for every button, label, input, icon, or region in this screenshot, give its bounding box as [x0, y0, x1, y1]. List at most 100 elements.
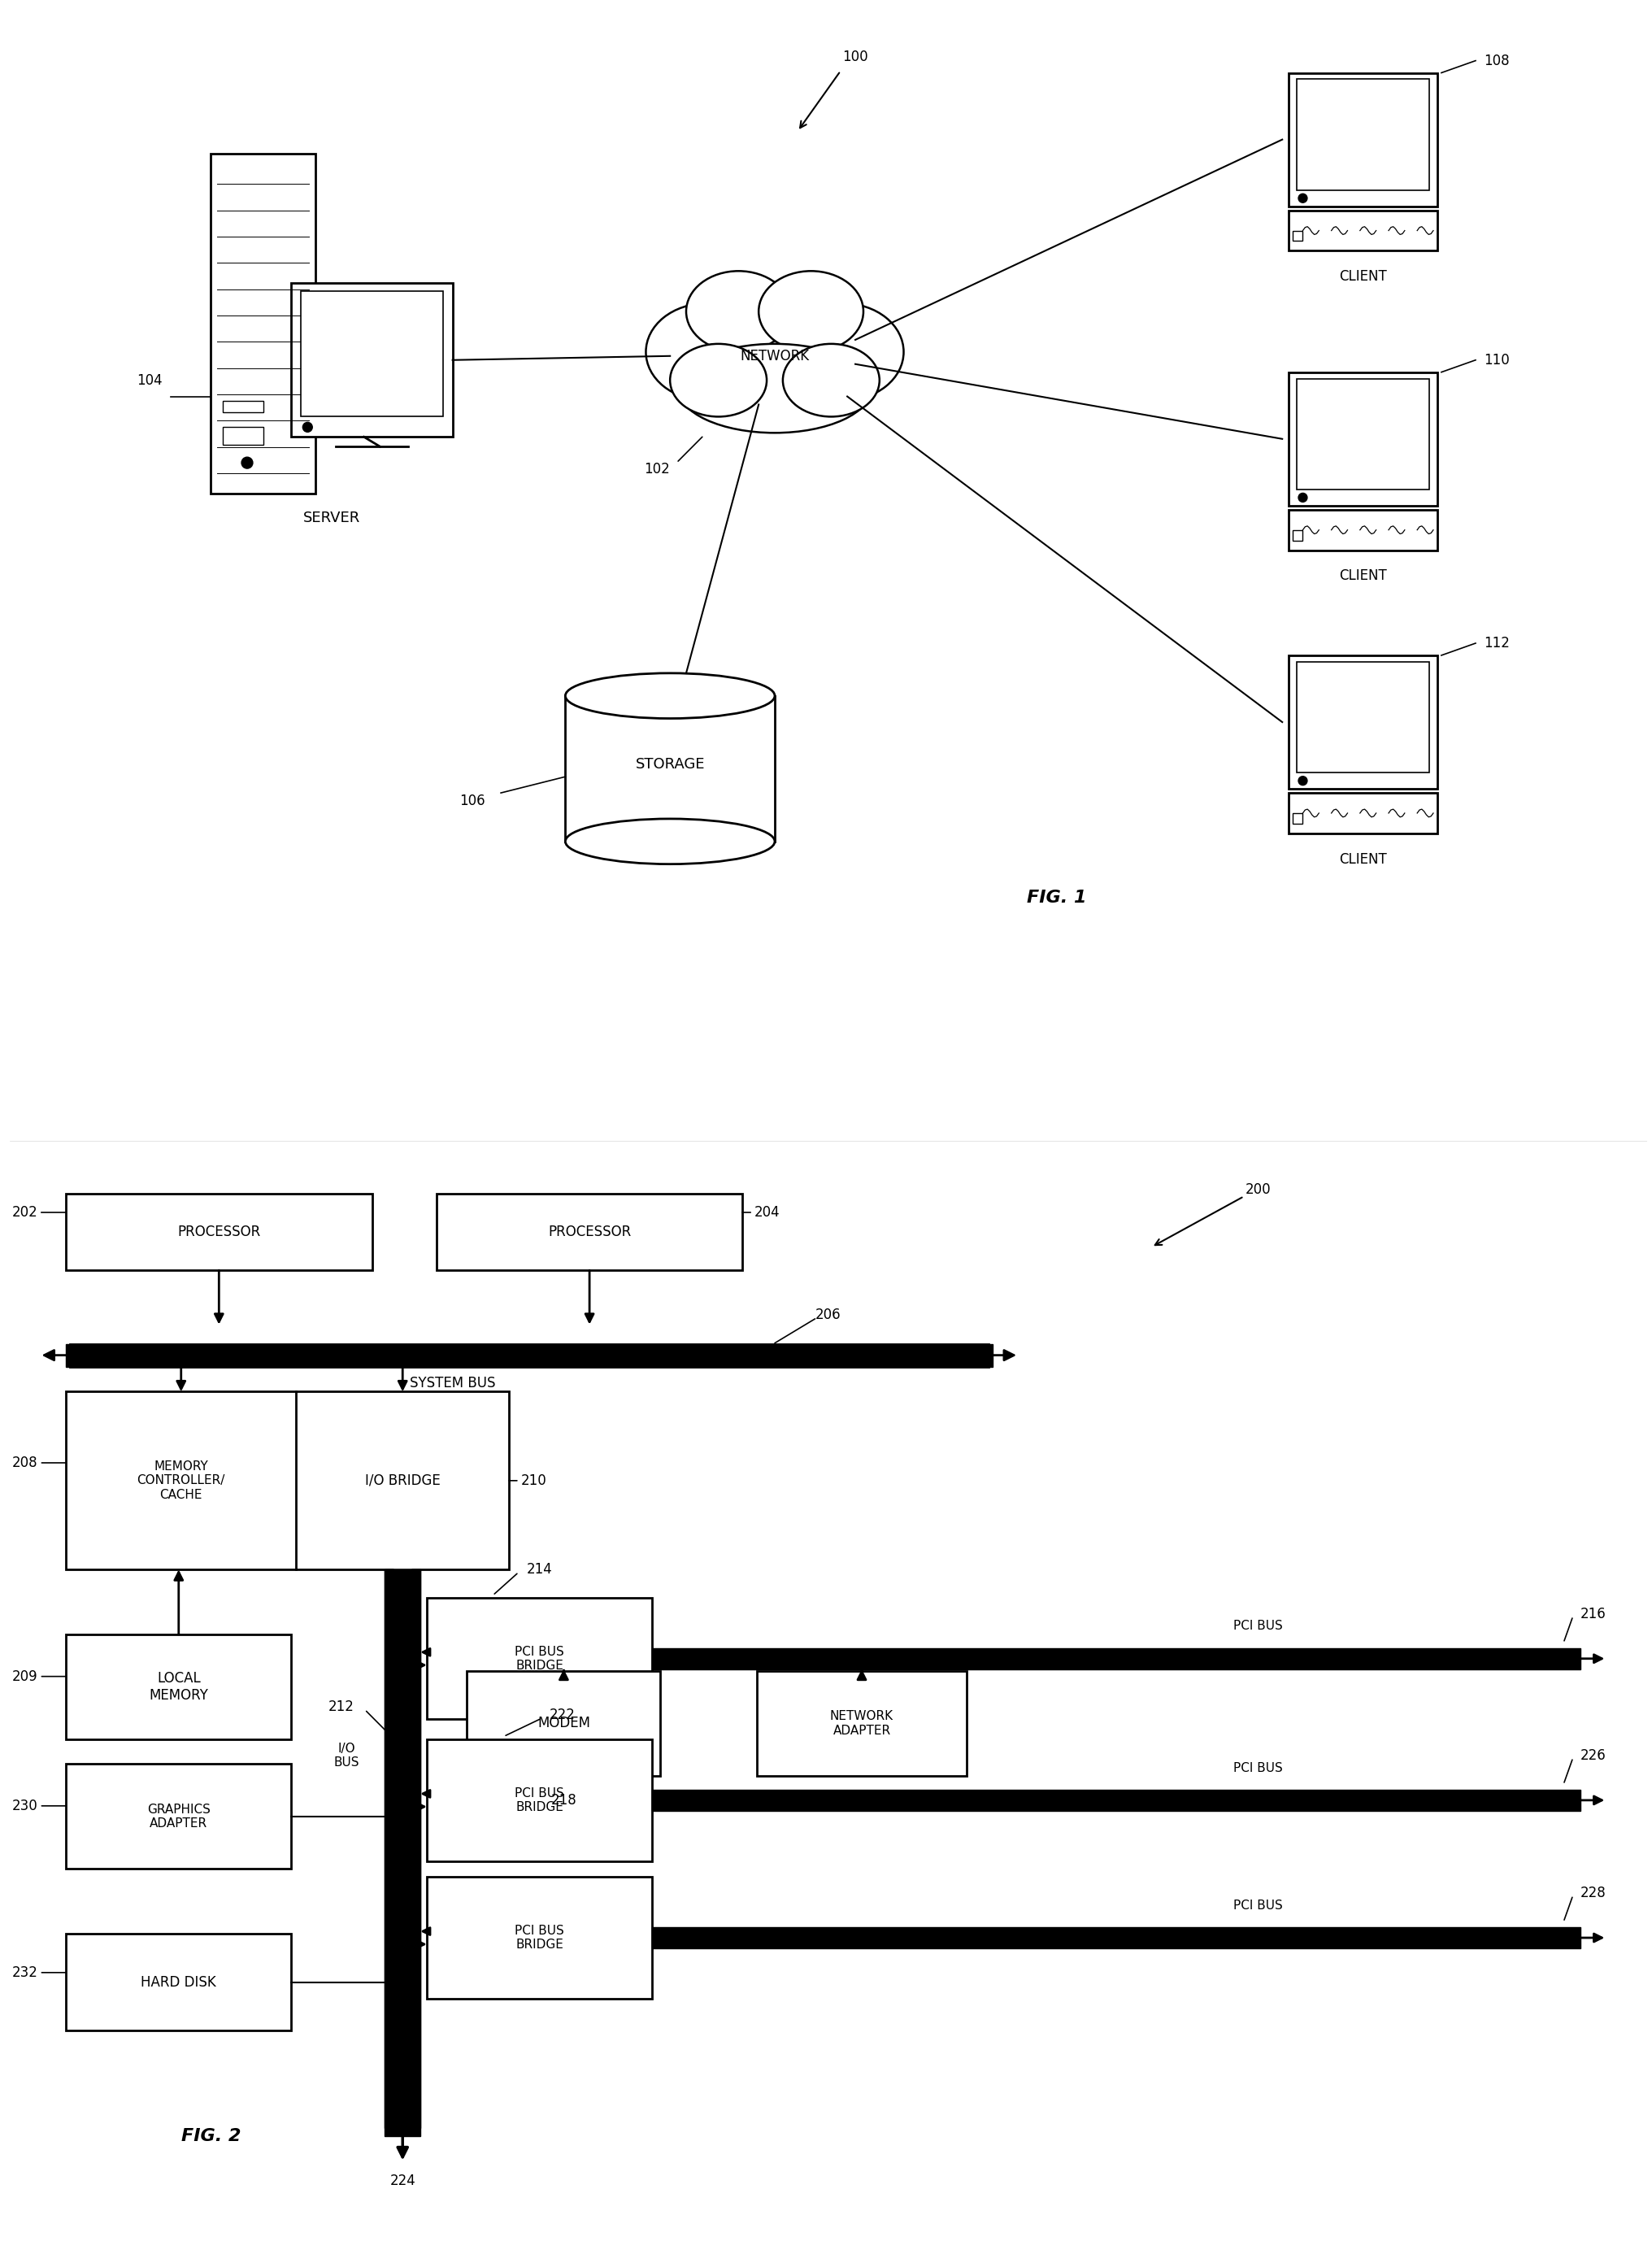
Polygon shape	[565, 695, 775, 842]
Polygon shape	[653, 1928, 1579, 1948]
Text: MODEM: MODEM	[537, 1715, 590, 1731]
Text: I/O BRIDGE: I/O BRIDGE	[365, 1473, 439, 1489]
Ellipse shape	[694, 303, 854, 425]
FancyBboxPatch shape	[436, 1193, 742, 1270]
FancyBboxPatch shape	[1292, 530, 1302, 541]
Ellipse shape	[783, 344, 879, 416]
Text: 216: 216	[1579, 1607, 1606, 1623]
Ellipse shape	[646, 303, 767, 401]
Text: SERVER: SERVER	[302, 511, 360, 525]
FancyBboxPatch shape	[223, 428, 263, 446]
FancyBboxPatch shape	[1295, 79, 1429, 190]
Text: PCI BUS: PCI BUS	[1232, 1763, 1282, 1774]
Text: PCI BUS: PCI BUS	[1232, 1899, 1282, 1912]
FancyBboxPatch shape	[1292, 812, 1302, 824]
Text: 100: 100	[843, 50, 867, 63]
Text: 208: 208	[12, 1455, 38, 1471]
Polygon shape	[653, 1647, 1579, 1670]
Text: 106: 106	[459, 794, 484, 808]
FancyBboxPatch shape	[1287, 509, 1437, 550]
FancyBboxPatch shape	[66, 1634, 291, 1740]
Ellipse shape	[677, 344, 871, 432]
Circle shape	[241, 457, 253, 468]
Text: 220: 220	[849, 1792, 874, 1808]
FancyBboxPatch shape	[1287, 72, 1437, 206]
FancyBboxPatch shape	[211, 154, 316, 493]
Text: 104: 104	[137, 373, 162, 387]
Text: STORAGE: STORAGE	[634, 758, 704, 772]
Text: PCI BUS
BRIDGE: PCI BUS BRIDGE	[515, 1788, 563, 1813]
FancyBboxPatch shape	[468, 1670, 661, 1776]
Polygon shape	[66, 1344, 991, 1367]
Text: 204: 204	[755, 1206, 780, 1220]
Polygon shape	[385, 1571, 420, 2136]
Text: I/O
BUS: I/O BUS	[334, 1743, 358, 1770]
FancyBboxPatch shape	[66, 1193, 372, 1270]
Text: HARD DISK: HARD DISK	[140, 1976, 216, 1989]
Text: SYSTEM BUS: SYSTEM BUS	[410, 1376, 496, 1392]
FancyBboxPatch shape	[426, 1740, 653, 1860]
FancyBboxPatch shape	[757, 1670, 966, 1776]
Text: PCI BUS
BRIDGE: PCI BUS BRIDGE	[515, 1924, 563, 1951]
Text: LOCAL
MEMORY: LOCAL MEMORY	[149, 1670, 208, 1702]
Text: NETWORK
ADAPTER: NETWORK ADAPTER	[829, 1711, 894, 1736]
FancyBboxPatch shape	[1295, 378, 1429, 489]
Text: 209: 209	[12, 1670, 38, 1684]
Ellipse shape	[565, 672, 775, 717]
Ellipse shape	[758, 272, 862, 353]
Text: 102: 102	[644, 462, 669, 477]
FancyBboxPatch shape	[291, 283, 453, 437]
Text: FIG. 2: FIG. 2	[182, 2127, 241, 2143]
Text: CLIENT: CLIENT	[1338, 568, 1386, 584]
Text: PROCESSOR: PROCESSOR	[548, 1224, 631, 1240]
Text: 210: 210	[520, 1473, 547, 1489]
FancyBboxPatch shape	[1287, 210, 1437, 251]
FancyBboxPatch shape	[1287, 371, 1437, 505]
Text: 214: 214	[527, 1561, 552, 1577]
FancyBboxPatch shape	[1287, 656, 1437, 790]
Text: 222: 222	[548, 1709, 575, 1722]
FancyBboxPatch shape	[66, 1392, 509, 1571]
Text: 218: 218	[550, 1792, 577, 1808]
Text: NETWORK: NETWORK	[740, 349, 809, 364]
Ellipse shape	[783, 303, 904, 401]
FancyBboxPatch shape	[66, 1763, 291, 1869]
Text: 226: 226	[1579, 1749, 1606, 1763]
FancyBboxPatch shape	[426, 1876, 653, 1998]
Text: PCI BUS
BRIDGE: PCI BUS BRIDGE	[515, 1645, 563, 1672]
FancyBboxPatch shape	[1287, 792, 1437, 833]
Circle shape	[1298, 776, 1307, 785]
FancyBboxPatch shape	[69, 1344, 988, 1367]
Text: PCI BUS: PCI BUS	[1232, 1620, 1282, 1632]
Text: 110: 110	[1483, 353, 1508, 367]
Text: 112: 112	[1483, 636, 1508, 649]
FancyBboxPatch shape	[66, 1933, 291, 2030]
Polygon shape	[653, 1790, 1579, 1810]
FancyBboxPatch shape	[426, 1598, 653, 1720]
Text: CLIENT: CLIENT	[1338, 851, 1386, 867]
Text: 202: 202	[12, 1206, 38, 1220]
Ellipse shape	[686, 272, 791, 353]
FancyBboxPatch shape	[1295, 661, 1429, 772]
Text: GRAPHICS
ADAPTER: GRAPHICS ADAPTER	[147, 1804, 210, 1829]
Polygon shape	[393, 1571, 411, 2120]
Circle shape	[1298, 195, 1307, 204]
Text: 200: 200	[1244, 1181, 1270, 1197]
Text: 230: 230	[12, 1799, 38, 1813]
FancyBboxPatch shape	[1292, 231, 1302, 242]
Circle shape	[302, 423, 312, 432]
Ellipse shape	[669, 344, 767, 416]
Text: 206: 206	[814, 1308, 841, 1322]
Polygon shape	[385, 1571, 420, 2127]
Text: PROCESSOR: PROCESSOR	[177, 1224, 261, 1240]
Text: 108: 108	[1483, 54, 1508, 68]
Text: 224: 224	[390, 2172, 415, 2188]
Ellipse shape	[565, 819, 775, 864]
Text: 212: 212	[329, 1700, 354, 1715]
Text: 228: 228	[1579, 1885, 1606, 1901]
Circle shape	[1298, 493, 1307, 502]
Text: MEMORY
CONTROLLER/
CACHE: MEMORY CONTROLLER/ CACHE	[137, 1460, 225, 1500]
FancyBboxPatch shape	[223, 401, 263, 412]
Text: CLIENT: CLIENT	[1338, 269, 1386, 285]
Text: FIG. 1: FIG. 1	[1026, 889, 1085, 905]
